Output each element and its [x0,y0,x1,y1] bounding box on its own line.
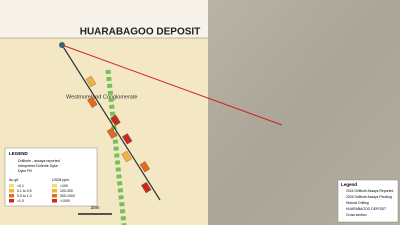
legend-item: 2024 Drillhole Assays Pending [346,195,392,199]
assay-block [87,96,98,108]
legend-item: HUARABAGOO DEPOSIT [346,207,386,211]
legend-item: Cross section [346,213,367,217]
assay-block [122,133,133,145]
legend-swatch [9,184,14,188]
legend-item: Drillhole - assays reported [18,159,60,163]
legend-item: 2024 Drillhole Assays Reported [346,189,393,193]
assay-blocks [85,75,152,194]
assay-block [141,181,152,194]
legend-swatch [52,189,57,193]
legend: Legend 2024 Drillhole Assays Reported 2024… [341,182,393,217]
assay-block [121,150,132,163]
legend-item: >1.0 [17,199,24,203]
legend-subtitle: Au g/t [9,178,18,182]
legend-swatch [9,199,14,203]
assay-block [85,75,97,88]
legend-subtitle: U3O8 ppm [52,178,69,182]
legend-item: Dyke Fill [18,169,32,173]
legend-swatch [9,189,14,193]
legend-item: <100 [60,184,68,188]
assay-block [106,127,118,139]
dyke [105,69,127,225]
legend-swatch [9,194,14,198]
legend-box [337,179,399,223]
legend-swatch [52,184,57,188]
deposit-title: HUARABAGOO DEPOSIT [80,27,201,38]
legend-item: 100-300 [60,189,73,193]
scale-label: 20m [91,205,100,210]
legend-item: >1000 [60,199,70,203]
legend-item: 0.5 to 1.0 [17,194,32,198]
section-link [61,44,283,126]
legend-item: 300-1000 [60,194,75,198]
legend: LEGEND Drillhole - assays reportedInterpr… [9,151,75,203]
formation-label: Westmoreland Conglomerate [66,94,137,100]
legend-title: LEGEND [9,151,29,156]
legend-item: Interpreted Dolerite Dyke [18,164,58,168]
legend-box [4,147,98,207]
drill-trace [61,44,161,201]
assay-block [110,114,121,126]
legend-swatch [52,194,57,198]
legend-item: Historic Drilling [346,201,369,205]
figure: HUARABAGOO DEPOSIT Westmoreland Conglome… [0,0,400,225]
legend-title: Legend [341,182,357,187]
assay-block [139,161,151,173]
legend-item: 0.1 to 0.5 [17,189,32,193]
legend-swatch [52,199,57,203]
legend-item: <0.1 [17,184,24,188]
